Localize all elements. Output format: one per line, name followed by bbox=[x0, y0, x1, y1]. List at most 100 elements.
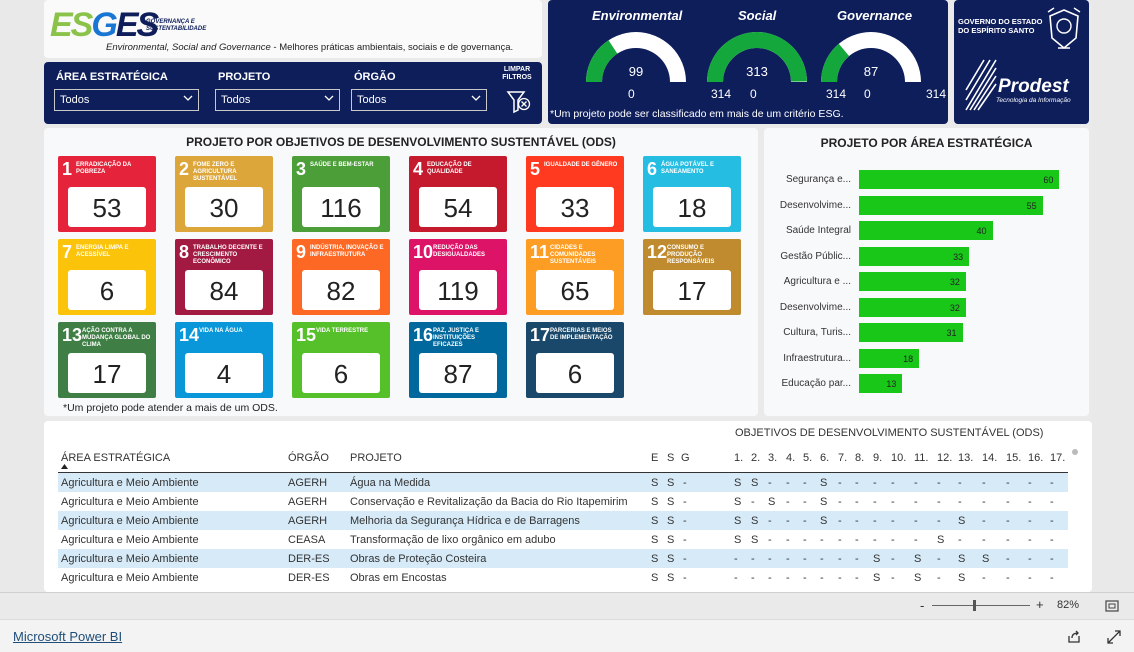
cell-esg: - bbox=[683, 496, 687, 508]
cell-projeto: Obras de Proteção Costeira bbox=[350, 553, 487, 565]
ods-tile[interactable]: 5 IGUALDADE DE GÊNERO 33 bbox=[526, 156, 624, 232]
zoom-level[interactable]: 82% bbox=[1057, 599, 1080, 611]
col-header-ods[interactable]: 5. bbox=[803, 452, 813, 464]
table-row[interactable]: Agricultura e Meio Ambiente AGERH Água na … bbox=[58, 473, 1068, 492]
zoom-slider-thumb[interactable] bbox=[972, 600, 976, 611]
col-header-ods[interactable]: 14. bbox=[982, 452, 998, 464]
col-header-ods[interactable]: 10. bbox=[891, 452, 907, 464]
col-header-e[interactable]: E bbox=[651, 452, 659, 464]
col-header-ods[interactable]: 4. bbox=[786, 452, 796, 464]
ods-tile-label: CIDADES E COMUNIDADES SUSTENTÁVEIS bbox=[550, 245, 597, 265]
ods-tile[interactable]: 12 CONSUMO E PRODUÇÃO RESPONSÁVEIS 17 bbox=[643, 239, 741, 315]
cell-ods: - bbox=[1050, 477, 1054, 489]
col-header-projeto[interactable]: PROJETO bbox=[350, 452, 402, 464]
gauge-fill bbox=[821, 43, 850, 82]
col-header-ods[interactable]: 3. bbox=[768, 452, 778, 464]
powerbi-link[interactable]: Microsoft Power BI bbox=[13, 629, 123, 644]
cell-ods: S bbox=[734, 515, 742, 527]
table-row[interactable]: Agricultura e Meio Ambiente CEASA Transfor… bbox=[58, 530, 1068, 549]
ods-tile-number: 1 bbox=[62, 159, 73, 179]
ods-tile[interactable]: 7 ENERGIA LIMPA E ACESSÍVEL 6 bbox=[58, 239, 156, 315]
cell-ods: - bbox=[1028, 496, 1032, 508]
bar[interactable] bbox=[859, 272, 966, 291]
table-row[interactable]: Agricultura e Meio Ambiente DER-ES Obras d… bbox=[58, 549, 1068, 568]
ods-tile[interactable]: 16 PAZ, JUSTIÇA E INSTITUIÇÕES EFICAZES 87 bbox=[409, 322, 507, 398]
cell-esg: S bbox=[667, 553, 675, 565]
bar[interactable] bbox=[859, 170, 1060, 189]
cell-ods: S bbox=[768, 496, 776, 508]
col-header-ods[interactable]: 13. bbox=[958, 452, 974, 464]
ods-tile[interactable]: 11 CIDADES E COMUNIDADES SUSTENTÁVEIS 65 bbox=[526, 239, 624, 315]
cell-ods: S bbox=[751, 477, 759, 489]
bar[interactable] bbox=[859, 221, 993, 240]
ods-tile[interactable]: 10 REDUÇÃO DAS DESIGUALDADES 119 bbox=[409, 239, 507, 315]
share-icon[interactable] bbox=[1066, 629, 1082, 645]
col-header-g[interactable]: G bbox=[681, 452, 690, 464]
scrollbar-thumb[interactable] bbox=[1072, 449, 1078, 455]
col-header-ods[interactable]: 8. bbox=[855, 452, 865, 464]
cell-esg: - bbox=[683, 477, 687, 489]
ods-tile[interactable]: 8 TRABALHO DECENTE E CRESCIMENTO ECONÔMIC… bbox=[175, 239, 273, 315]
bar[interactable] bbox=[859, 374, 903, 393]
ods-tile-number: 6 bbox=[647, 159, 658, 179]
col-header-ods[interactable]: 15. bbox=[1006, 452, 1022, 464]
cell-projeto: Obras em Encostas bbox=[350, 572, 447, 584]
ods-panel-title: PROJETO POR OBJETIVOS DE DESENVOLVIMENTO… bbox=[186, 135, 616, 149]
col-header-ods[interactable]: 16. bbox=[1028, 452, 1044, 464]
cell-ods: - bbox=[873, 496, 877, 508]
col-header-ods[interactable]: 1. bbox=[734, 452, 744, 464]
ods-tile-number: 12 bbox=[647, 242, 668, 262]
ods-tile-label: ENERGIA LIMPA E ACESSÍVEL bbox=[76, 245, 129, 258]
ods-tile-number: 14 bbox=[179, 325, 200, 345]
projeto-filter-select[interactable]: Todos bbox=[215, 89, 340, 111]
col-header-orgao[interactable]: ÓRGÃO bbox=[288, 452, 329, 464]
col-header-area[interactable]: ÁREA ESTRATÉGICA bbox=[61, 452, 171, 464]
bar[interactable] bbox=[859, 246, 970, 266]
zoom-slider-track[interactable] bbox=[932, 605, 1030, 606]
ods-tile[interactable]: 4 EDUCAÇÃO DE QUALIDADE 54 bbox=[409, 156, 507, 232]
bar[interactable] bbox=[859, 348, 920, 368]
zoom-out-button[interactable]: - bbox=[920, 598, 925, 613]
cell-esg: S bbox=[667, 534, 675, 546]
cell-ods: - bbox=[855, 534, 859, 546]
col-header-ods[interactable]: 12. bbox=[937, 452, 953, 464]
table-row[interactable]: Agricultura e Meio Ambiente AGERH Conserva… bbox=[58, 492, 1068, 511]
table-scrollbar[interactable] bbox=[1072, 449, 1078, 589]
col-header-ods[interactable]: 17. bbox=[1050, 452, 1066, 464]
gauge-value-governance: 87 bbox=[863, 64, 879, 79]
col-header-ods[interactable]: 6. bbox=[820, 452, 830, 464]
ods-tile[interactable]: 13 AÇÃO CONTRA A MUDANÇA GLOBAL DO CLIMA 1… bbox=[58, 322, 156, 398]
cell-area: Agricultura e Meio Ambiente bbox=[61, 496, 199, 508]
col-header-s[interactable]: S bbox=[667, 452, 675, 464]
fullscreen-icon[interactable] bbox=[1106, 629, 1122, 645]
ods-tile[interactable]: 6 ÁGUA POTÁVEL E SANEAMENTO 18 bbox=[643, 156, 741, 232]
cell-ods: - bbox=[958, 496, 962, 508]
bar[interactable] bbox=[859, 323, 963, 342]
col-header-ods[interactable]: 9. bbox=[873, 452, 883, 464]
orgao-filter-select[interactable]: Todos bbox=[351, 89, 487, 111]
zoom-in-button[interactable]: + bbox=[1036, 597, 1044, 612]
cell-ods: - bbox=[958, 534, 962, 546]
col-header-ods[interactable]: 2. bbox=[751, 452, 761, 464]
prodest-logo-icon bbox=[965, 59, 997, 111]
table-row[interactable]: Agricultura e Meio Ambiente DER-ES Obras e… bbox=[58, 568, 1068, 587]
ods-tile[interactable]: 15 VIDA TERRESTRE 6 bbox=[292, 322, 390, 398]
ods-tile[interactable]: 3 SAÚDE E BEM-ESTAR 116 bbox=[292, 156, 390, 232]
fit-to-page-icon[interactable] bbox=[1105, 600, 1119, 612]
cell-ods: - bbox=[873, 515, 877, 527]
ods-tile[interactable]: 1 ERRADICAÇÃO DA POBREZA 53 bbox=[58, 156, 156, 232]
chevron-down-icon bbox=[324, 95, 334, 101]
ods-tile[interactable]: 17 PARCERIAS E MEIOS DE IMPLEMENTAÇÃO 6 bbox=[526, 322, 624, 398]
ods-tile[interactable]: 14 VIDA NA ÁGUA 4 bbox=[175, 322, 273, 398]
col-header-ods[interactable]: 11. bbox=[914, 452, 929, 464]
cell-ods: - bbox=[786, 477, 790, 489]
ods-tile[interactable]: 9 INDÚSTRIA, INOVAÇÃO E INFRAESTRUTURA 82 bbox=[292, 239, 390, 315]
bar[interactable] bbox=[859, 297, 966, 317]
bar[interactable] bbox=[859, 195, 1043, 215]
cell-esg: - bbox=[683, 515, 687, 527]
area-filter-select[interactable]: Todos bbox=[54, 89, 199, 111]
ods-tile[interactable]: 2 FOME ZERO E AGRICULTURA SUSTENTÁVEL 30 bbox=[175, 156, 273, 232]
table-row[interactable]: Agricultura e Meio Ambiente AGERH Melhoria… bbox=[58, 511, 1068, 530]
col-header-ods[interactable]: 7. bbox=[838, 452, 848, 464]
clear-filter-icon[interactable] bbox=[506, 88, 532, 116]
